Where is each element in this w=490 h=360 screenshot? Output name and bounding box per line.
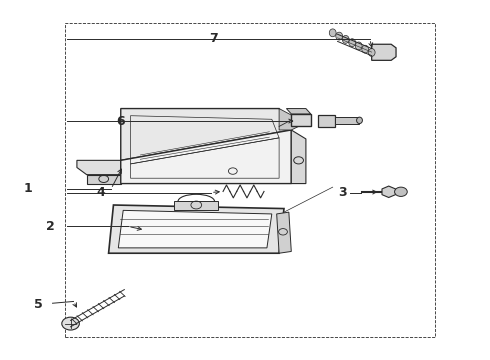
Polygon shape bbox=[318, 115, 335, 127]
Text: 7: 7 bbox=[209, 32, 218, 45]
Polygon shape bbox=[87, 175, 121, 184]
Polygon shape bbox=[382, 186, 395, 198]
Circle shape bbox=[394, 187, 407, 197]
Text: 1: 1 bbox=[24, 183, 32, 195]
Text: 4: 4 bbox=[97, 186, 106, 199]
Ellipse shape bbox=[368, 49, 375, 57]
Bar bbox=[335, 117, 360, 123]
Polygon shape bbox=[372, 44, 396, 60]
Ellipse shape bbox=[349, 39, 356, 46]
Polygon shape bbox=[174, 202, 218, 210]
Ellipse shape bbox=[355, 42, 362, 50]
Polygon shape bbox=[291, 114, 311, 126]
Polygon shape bbox=[77, 160, 121, 175]
Polygon shape bbox=[279, 109, 306, 130]
Polygon shape bbox=[121, 109, 291, 160]
Polygon shape bbox=[121, 130, 291, 184]
Polygon shape bbox=[277, 212, 291, 253]
Text: 3: 3 bbox=[338, 186, 347, 199]
Circle shape bbox=[62, 317, 79, 330]
Polygon shape bbox=[109, 205, 284, 253]
Ellipse shape bbox=[336, 32, 343, 40]
Ellipse shape bbox=[357, 117, 363, 123]
Ellipse shape bbox=[343, 35, 349, 43]
Ellipse shape bbox=[362, 45, 368, 53]
Text: 6: 6 bbox=[117, 114, 125, 127]
Bar bbox=[65, 23, 435, 337]
Text: 5: 5 bbox=[33, 298, 42, 311]
Polygon shape bbox=[291, 130, 306, 184]
Text: 2: 2 bbox=[46, 220, 54, 233]
Polygon shape bbox=[287, 109, 311, 114]
Polygon shape bbox=[118, 210, 272, 248]
Ellipse shape bbox=[329, 29, 336, 37]
